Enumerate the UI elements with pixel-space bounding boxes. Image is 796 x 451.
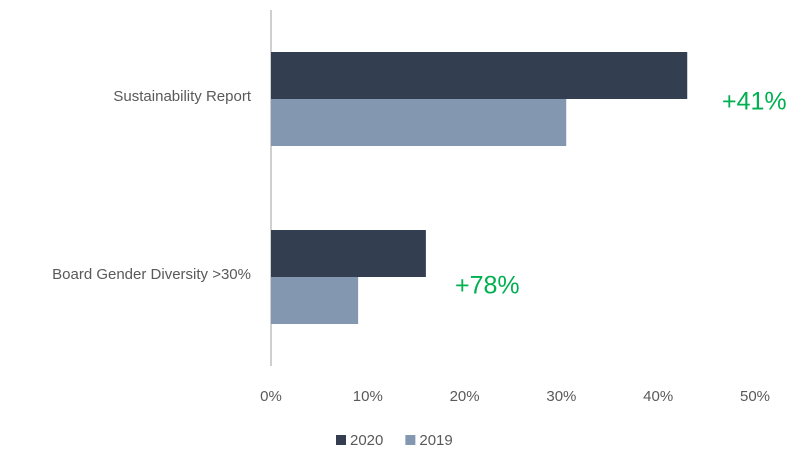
bar xyxy=(271,99,567,146)
x-tick-label: 20% xyxy=(450,388,480,405)
x-tick-label: 10% xyxy=(353,388,383,405)
y-tick-label: Sustainability Report xyxy=(113,88,251,105)
legend-label: 2020 xyxy=(350,432,383,449)
y-tick-label: Board Gender Diversity >30% xyxy=(52,266,251,283)
annotation: +41% xyxy=(722,88,787,116)
x-tick-label: 40% xyxy=(643,388,673,405)
legend-label: 2019 xyxy=(419,432,452,449)
x-tick-label: 50% xyxy=(740,388,770,405)
annotation: +78% xyxy=(455,272,520,300)
bar xyxy=(271,277,359,324)
x-tick-label: 0% xyxy=(260,388,282,405)
legend-swatch xyxy=(405,435,416,445)
x-tick-label: 30% xyxy=(546,388,576,405)
legend-swatch xyxy=(336,435,346,445)
bar xyxy=(271,230,426,277)
bar xyxy=(271,52,688,99)
